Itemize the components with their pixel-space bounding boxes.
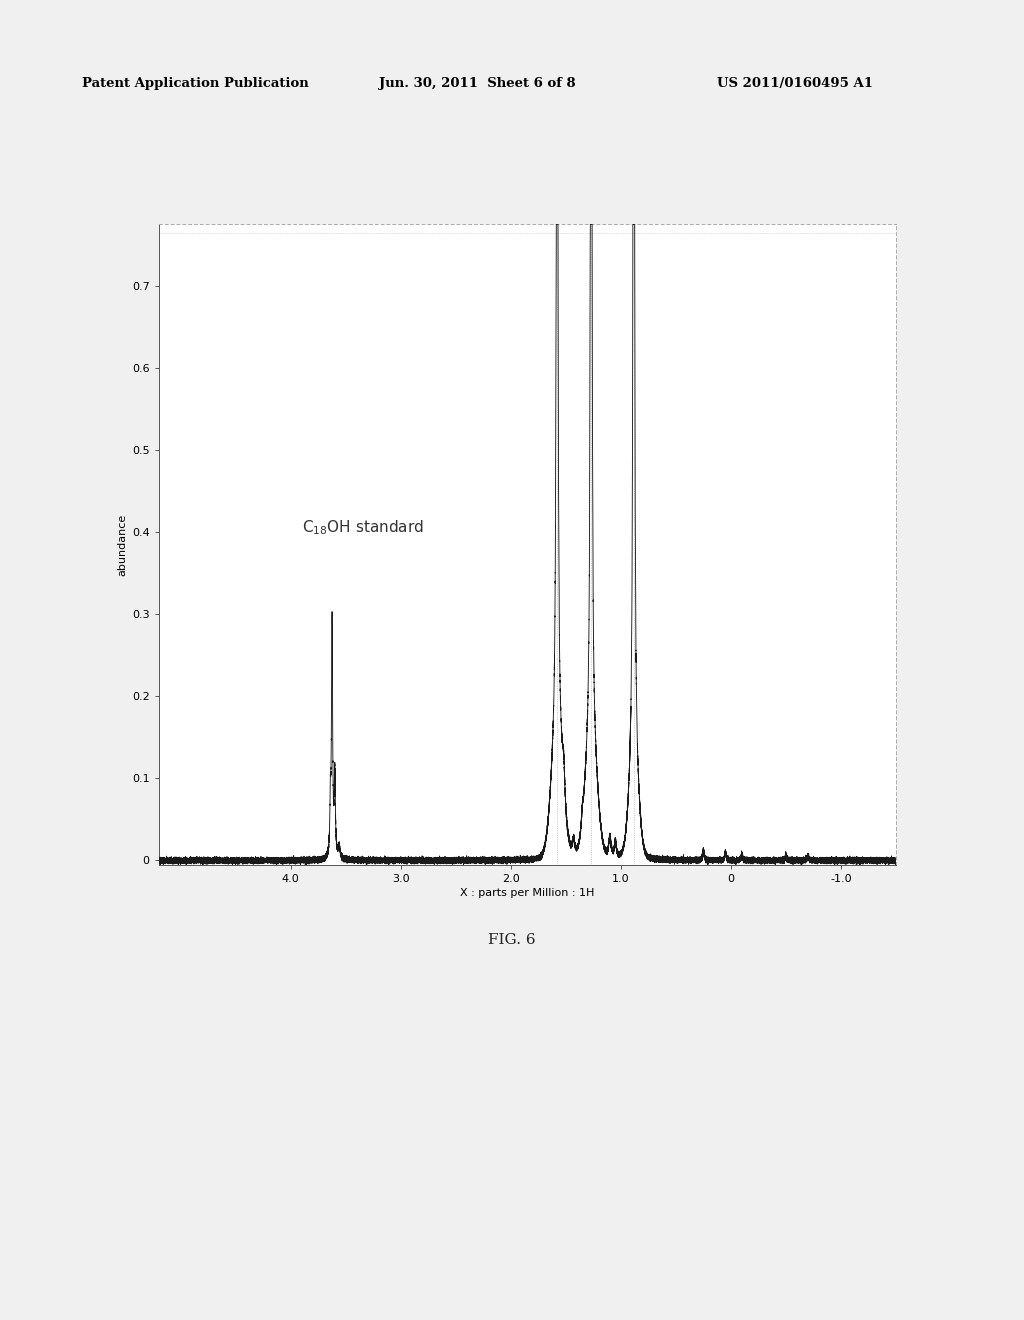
Text: Jun. 30, 2011  Sheet 6 of 8: Jun. 30, 2011 Sheet 6 of 8 xyxy=(379,77,575,90)
Text: C$_{18}$OH standard: C$_{18}$OH standard xyxy=(302,519,424,537)
Text: Patent Application Publication: Patent Application Publication xyxy=(82,77,308,90)
Text: US 2011/0160495 A1: US 2011/0160495 A1 xyxy=(717,77,872,90)
X-axis label: X : parts per Million : 1H: X : parts per Million : 1H xyxy=(460,888,595,898)
Text: FIG. 6: FIG. 6 xyxy=(488,933,536,946)
Y-axis label: abundance: abundance xyxy=(118,513,128,576)
